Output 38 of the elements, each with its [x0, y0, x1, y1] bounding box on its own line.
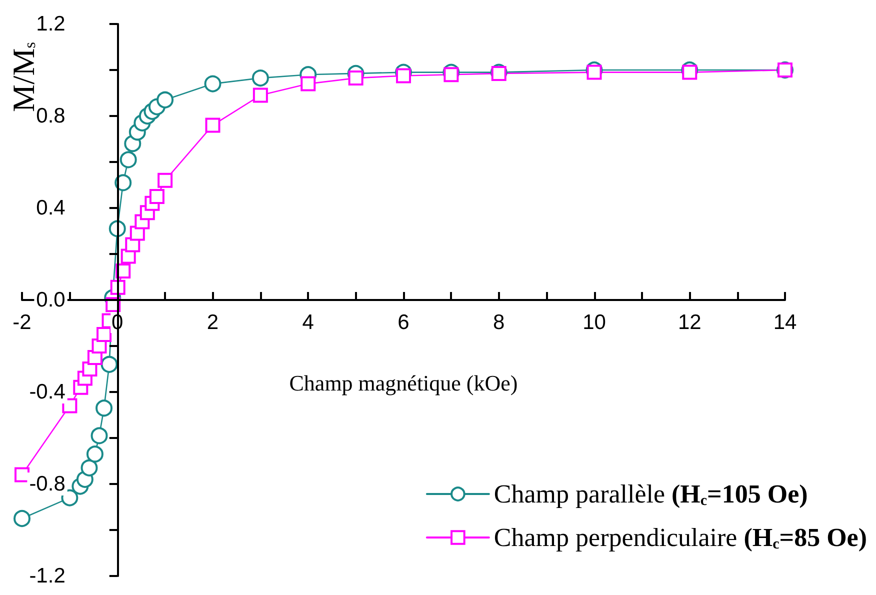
point: [252, 70, 269, 87]
point: [100, 356, 118, 373]
x-tick-label: 4: [302, 311, 314, 334]
point: [14, 467, 30, 482]
point: [300, 76, 316, 92]
point: [96, 327, 112, 342]
point: [396, 68, 411, 84]
point: [96, 400, 113, 417]
point: [86, 446, 104, 463]
x-tick-label: 10: [582, 311, 606, 334]
point: [348, 70, 364, 86]
point: [586, 64, 602, 80]
point: [205, 118, 220, 133]
point: [204, 75, 222, 92]
point: [120, 151, 137, 168]
y-tick-label: 1.2: [36, 12, 66, 36]
y-tick-label: -0.8: [29, 472, 66, 496]
point: [252, 88, 268, 103]
x-tick-label: -2: [12, 311, 32, 334]
y-tick-label: 0.8: [36, 104, 66, 128]
x-tick-label: 14: [773, 311, 797, 334]
point: [156, 91, 174, 108]
point: [444, 67, 459, 82]
point: [14, 510, 30, 527]
x-tick-label: 8: [493, 311, 505, 334]
x-tick-label: 12: [678, 311, 702, 334]
point: [149, 189, 164, 204]
x-axis-title: Champ magnétique (kOe): [289, 370, 518, 396]
y-tick-label: 0.0: [36, 288, 66, 312]
y-tick-label: -1.2: [29, 564, 66, 588]
point: [682, 64, 698, 80]
point: [90, 427, 108, 444]
point: [80, 459, 98, 476]
x-tick-label: 6: [398, 311, 410, 334]
point: [158, 172, 173, 188]
x-tick-label: 2: [206, 311, 219, 334]
y-tick-label: 0.4: [36, 196, 66, 220]
y-tick-label: -0.4: [29, 380, 66, 404]
